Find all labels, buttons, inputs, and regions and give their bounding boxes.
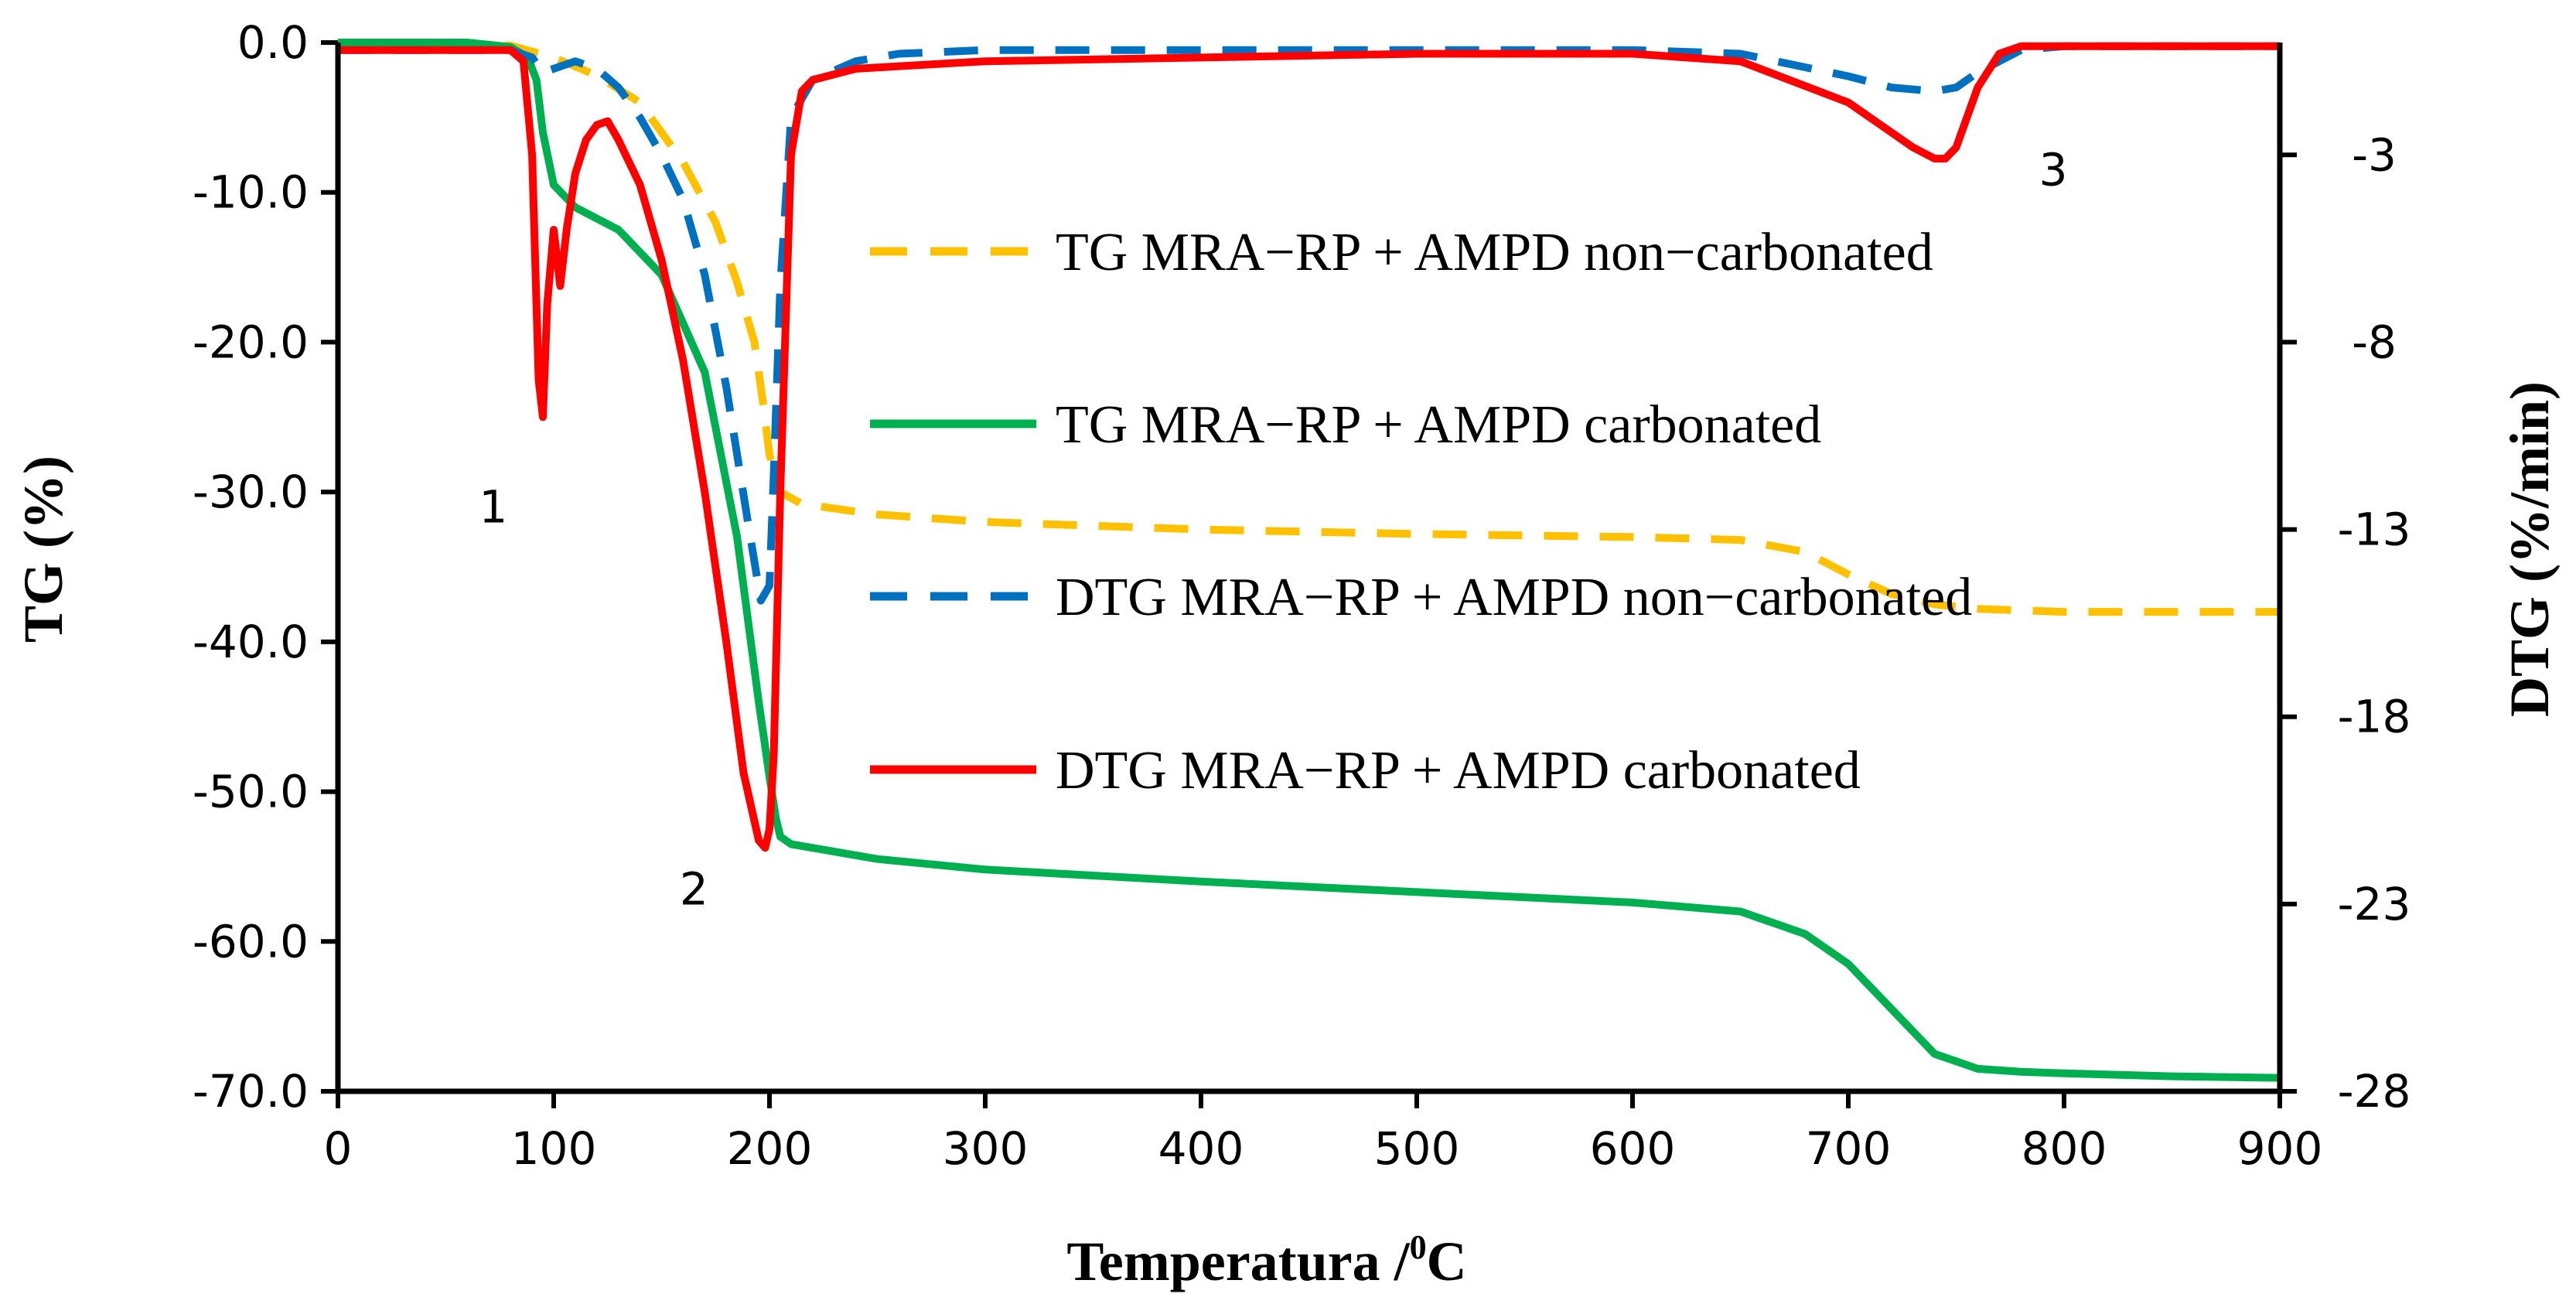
y-right-ticks: -3 -8 -13 -18 -23 -28	[2280, 128, 2411, 1118]
y-tick-label: -50.0	[193, 766, 309, 818]
x-axis-title-sup: 0	[1410, 1228, 1427, 1266]
x-tick-label: 300	[943, 1122, 1029, 1175]
y-left-ticks: 0.0 -10.0 -20.0 -30.0 -40.0 -50.0 -60.0 -70.0	[193, 16, 338, 1118]
y-tick-label: -60.0	[193, 915, 309, 968]
y-tick-label: -70.0	[193, 1065, 309, 1118]
series-tg-carbonated-line	[338, 39, 2281, 1082]
x-tick-label: 500	[1374, 1122, 1460, 1175]
x-tick-label: 600	[1590, 1122, 1676, 1175]
legend-label-tg-carb: TG MRA−RP + AMPD carbonated	[1056, 395, 1821, 455]
y2-tick-label: -23	[2338, 878, 2411, 930]
y-tick-label: -20.0	[193, 316, 309, 368]
series-tg-noncarbonated-line	[338, 39, 2280, 616]
y2-tick-label: -28	[2338, 1065, 2411, 1118]
x-axis-title: Temperatura /0C	[1066, 1228, 1466, 1292]
x-tick-label: 900	[2237, 1122, 2323, 1175]
plot-series	[338, 39, 2281, 1082]
x-tick-label: 0	[324, 1122, 353, 1175]
peak-label-3: 3	[2039, 144, 2068, 196]
legend-label-dtg-carb: DTG MRA−RP + AMPD carbonated	[1056, 741, 1861, 800]
y-tick-label: -30.0	[193, 466, 309, 518]
x-ticks: 0 100 200 300 400 500 600 700 800 900	[324, 1091, 2323, 1175]
y-tick-label: -40.0	[193, 616, 309, 668]
y2-tick-label: -8	[2352, 316, 2397, 368]
y2-tick-label: -13	[2338, 504, 2411, 556]
peak-annotations: 1 2 3	[479, 144, 2067, 916]
peak-label-1: 1	[479, 481, 507, 534]
y-tick-label: 0.0	[237, 16, 309, 69]
axes	[335, 43, 2283, 1094]
x-tick-label: 400	[1158, 1122, 1244, 1175]
legend-label-tg-noncarb: TG MRA−RP + AMPD non−carbonated	[1056, 223, 1933, 282]
legend: TG MRA−RP + AMPD non−carbonated TG MRA−R…	[870, 223, 1972, 800]
y-tick-label: -10.0	[193, 166, 309, 219]
y2-tick-label: -18	[2338, 691, 2411, 743]
x-tick-label: 200	[727, 1122, 813, 1175]
x-axis-title-text: Temperatura /	[1066, 1231, 1410, 1292]
legend-label-dtg-noncarb: DTG MRA−RP + AMPD non−carbonated	[1056, 568, 1972, 627]
x-tick-label: 700	[1806, 1122, 1892, 1175]
y-axis-title: TG (%)	[12, 456, 74, 643]
x-tick-label: 800	[2022, 1122, 2107, 1175]
x-tick-label: 100	[511, 1122, 597, 1175]
series-dtg-noncarbonated-line	[338, 42, 2280, 605]
peak-label-2: 2	[680, 862, 708, 915]
series-dtg-carbonated-line	[338, 42, 2280, 852]
y2-tick-label: -3	[2352, 128, 2397, 181]
x-axis-title-unit: C	[1427, 1231, 1467, 1292]
y2-axis-title: DTG (%/min)	[2499, 381, 2561, 717]
